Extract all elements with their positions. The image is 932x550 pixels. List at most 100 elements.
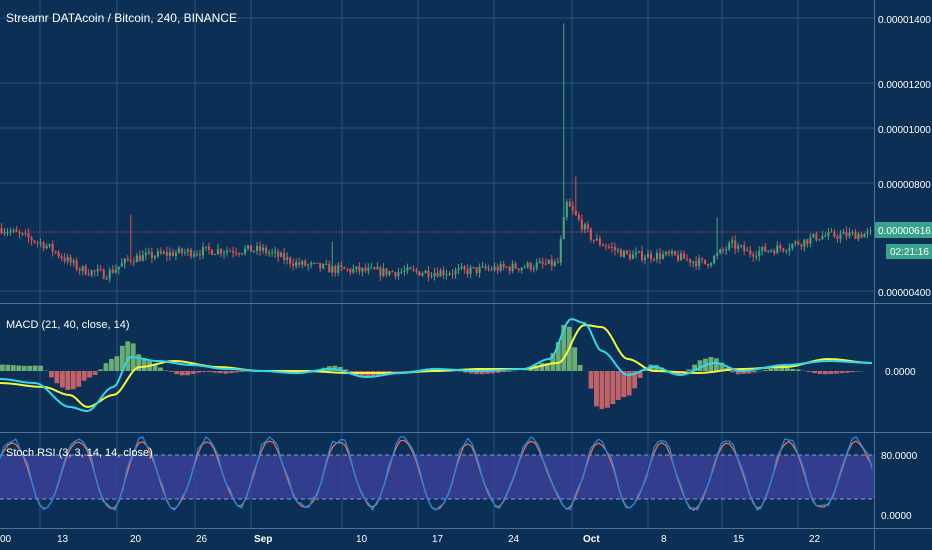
time-label-26: 26 [196,534,208,545]
macd-pane[interactable] [0,318,873,413]
candle-body [156,251,159,257]
candle-body [571,206,574,211]
stoch-rsi-pane[interactable] [0,435,874,512]
macd-hist-bar [125,341,131,371]
candle-body [610,246,613,248]
candle-body [150,251,153,259]
candle-body [673,251,677,256]
candle-body [219,249,223,254]
candle-body [301,260,304,265]
candle-body [108,269,111,279]
candle-body [511,263,514,272]
macd-hist-bar [572,347,578,371]
macd-hist-bar [168,371,174,372]
candle-body [117,266,120,270]
candle-body [815,233,818,241]
price-tick-1200: 0.00001200 [878,80,931,91]
macd-hist-bar [752,371,757,373]
candle-body [586,224,589,229]
candle-body [707,263,710,266]
macd-hist-bar [637,371,643,378]
candle-body [607,246,610,248]
candle-body [418,271,421,276]
candle-body [806,239,809,244]
macd-hist-bar [201,371,207,372]
candle-body [231,251,235,253]
candle-body [42,242,45,249]
candle-body [598,238,601,245]
candle-body [81,266,84,271]
price-badge-text: 0.00000616 [878,226,931,237]
candle-body [153,256,156,259]
candle-body [580,219,583,230]
candle-body [289,257,292,264]
candle-body [334,266,337,273]
candle-body [661,254,665,259]
candle-body [30,237,33,241]
candle-body [424,270,427,274]
candle-body [785,250,788,252]
time-badge-text: 02:21:16 [890,247,929,258]
grid-lines [0,0,874,528]
stoch-rsi-band [0,455,874,499]
candle-body [57,251,60,257]
candle-body [274,251,277,253]
price-pane[interactable] [0,23,872,283]
candle-body [165,252,168,256]
macd-hist-bar [21,365,27,371]
macd-hist-bar [855,371,861,372]
candle-body [394,272,397,277]
macd-hist-bar [599,371,605,409]
candle-body [87,274,90,276]
candle-body [839,233,842,239]
candle-body [646,253,650,258]
candle-body [331,266,334,273]
time-label-sep: Sep [254,534,272,545]
macd-hist-bar [98,369,103,371]
symbol-title[interactable]: Streamr DATAcoin / Bitcoin, 240, BINANCE [6,11,237,25]
stoch-rsi-title[interactable]: Stoch RSI (3, 3, 14, 14, close) [6,447,153,459]
candle-body [382,268,385,276]
candle-body [725,249,728,251]
macd-hist-bar [833,371,839,374]
macd-hist-bar [185,371,191,376]
macd-hist-bar [784,368,790,371]
candle-body [114,269,117,273]
candle-body [0,228,3,233]
candle-body [63,257,66,262]
candle-body [698,258,701,267]
macd-hist-bar [850,371,856,373]
candle-body [550,259,553,267]
candle-body [628,253,631,259]
candle-body [253,250,256,252]
candle-body [328,264,331,273]
candle-body [268,252,271,254]
macd-hist-bar [386,371,392,373]
candle-body [854,232,857,240]
candle-body [337,265,340,273]
macd-line [0,318,872,413]
macd-hist-bar [561,324,567,371]
time-axis[interactable]: 00 13 20 26 Sep 10 17 24 Oct 8 15 22 [0,534,821,545]
candle-body [532,268,535,270]
macd-hist-bar [822,371,828,375]
candle-body [222,252,226,254]
candle-body [96,269,99,272]
candle-body [388,271,391,275]
macd-hist-bar [817,371,823,374]
candle-body [75,260,78,270]
macd-hist-bar [577,364,583,371]
macd-hist-bar [87,371,93,378]
macd-hist-bar [485,371,490,374]
candle-body [298,262,301,265]
candle-body [54,251,57,253]
macd-hist-bar [604,371,610,408]
time-label-8: 8 [661,534,667,545]
macd-title[interactable]: MACD (21, 40, close, 14) [6,319,130,331]
candle-body [406,267,409,271]
candle-body [553,261,556,267]
candle-body [84,266,87,275]
macd-hist-bar [528,368,534,371]
price-tick-1000: 0.00001000 [878,125,931,136]
macd-hist-bar [136,354,142,371]
